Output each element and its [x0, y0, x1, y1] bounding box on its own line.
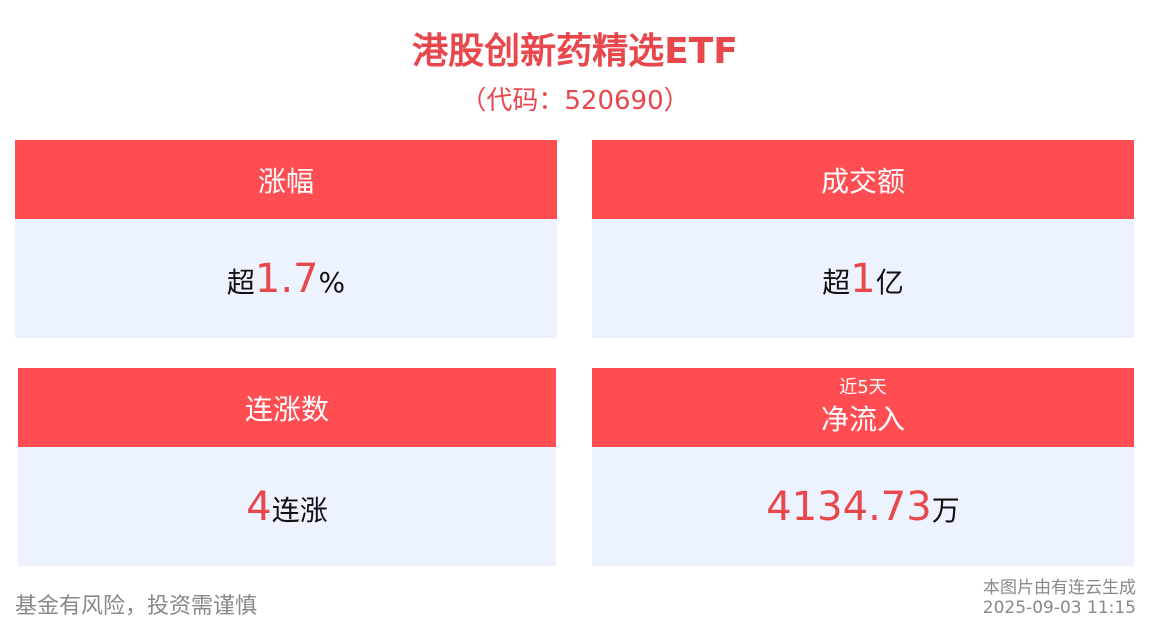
- value-suffix: 连涨: [271, 493, 328, 527]
- card-label: 连涨数: [244, 392, 329, 426]
- source: 本图片由有连云生成: [983, 578, 1136, 598]
- card-value: 超 1.7%: [227, 256, 345, 302]
- card-body: 超 1.7%: [15, 219, 557, 338]
- card-value: 4 连涨: [246, 484, 327, 530]
- value-suffix: 万: [931, 493, 960, 527]
- card-header: 涨幅: [15, 140, 557, 219]
- card-header: 成交额: [592, 140, 1134, 219]
- card-label: 成交额: [820, 164, 905, 198]
- value-suffix: %: [318, 265, 346, 299]
- card-label: 净流入: [820, 402, 905, 436]
- value-number: 1: [850, 255, 876, 302]
- source-info: 本图片由有连云生成 2025-09-03 11:15: [983, 578, 1136, 618]
- value-number: 4: [246, 483, 272, 530]
- timestamp: 2025-09-03 11:15: [982, 598, 1136, 618]
- card-body: 4 连涨: [18, 447, 556, 566]
- value-prefix: 超: [822, 265, 851, 299]
- card-value: 4134.73 万: [766, 484, 959, 530]
- value-prefix: 超: [226, 265, 255, 299]
- fund-code: （代码：520690）: [460, 86, 690, 116]
- value-number: 1.7: [254, 255, 319, 302]
- card-body: 4134.73 万: [592, 447, 1134, 566]
- title: 港股创新药精选ETF: [412, 31, 738, 72]
- value-suffix: 亿: [875, 265, 904, 299]
- disclaimer: 基金有风险，投资需谨慎: [15, 594, 258, 619]
- card-header: 近5天净流入: [592, 368, 1134, 447]
- value-number: 4134.73: [766, 483, 932, 530]
- card-note: 近5天: [839, 376, 887, 398]
- card-label: 涨幅: [257, 164, 314, 198]
- card-header: 连涨数: [18, 368, 556, 447]
